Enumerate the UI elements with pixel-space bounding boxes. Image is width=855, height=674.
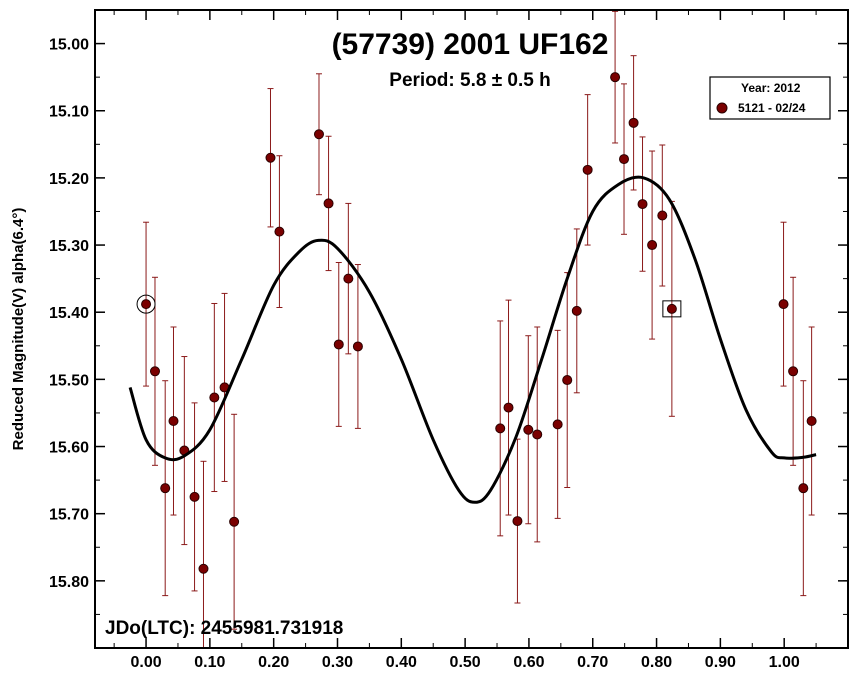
data-point: [149, 366, 160, 377]
x-tick-label: 0.80: [641, 654, 672, 671]
data-point: [523, 424, 534, 435]
data-point: [532, 429, 543, 440]
y-tick-label: 15.80: [49, 574, 89, 591]
last-point-marker: [662, 300, 682, 318]
y-tick-label: 15.10: [49, 104, 89, 121]
data-point: [571, 305, 582, 316]
data-point: [778, 299, 789, 310]
data-point: [657, 210, 668, 221]
data-point: [160, 483, 171, 494]
data-point: [637, 199, 648, 210]
data-point: [229, 516, 240, 527]
y-axis-label: Reduced Magnitude(V) alpha(6.4°): [10, 208, 27, 451]
data-point: [503, 402, 514, 413]
y-tick-label: 15.50: [49, 372, 89, 389]
x-tick-label: 0.00: [130, 654, 161, 671]
legend-entry: 5121 - 02/24: [738, 101, 806, 115]
y-tick-label: 15.20: [49, 171, 89, 188]
x-tick-label: 0.60: [513, 654, 544, 671]
data-point: [313, 129, 324, 140]
data-point: [352, 341, 363, 352]
chart-subtitle: Period: 5.8 ± 0.5 h: [389, 70, 550, 91]
legend-box: [709, 76, 831, 120]
x-tick-label: 0.50: [450, 654, 481, 671]
data-point: [582, 164, 593, 175]
x-tick-label: 0.70: [577, 654, 608, 671]
data-point: [141, 299, 152, 310]
data-point: [333, 339, 344, 350]
legend-title: Year: 2012: [741, 81, 801, 95]
data-point: [323, 198, 334, 209]
x-tick-label: 0.90: [705, 654, 736, 671]
data-point: [788, 366, 799, 377]
y-tick-label: 15.00: [49, 37, 89, 54]
data-point: [628, 117, 639, 128]
x-tick-label: 0.10: [194, 654, 225, 671]
data-point: [798, 483, 809, 494]
data-point: [495, 423, 506, 434]
fit-curve-layer: [128, 175, 817, 504]
data-point: [209, 392, 220, 403]
data-point: [512, 516, 523, 527]
x-tick-label: 0.30: [322, 654, 353, 671]
data-layer: [136, 10, 817, 647]
data-point: [189, 491, 200, 502]
y-tick-label: 15.40: [49, 305, 89, 322]
y-tick-label: 15.30: [49, 238, 89, 255]
y-tick-label: 15.60: [49, 440, 89, 457]
data-point: [343, 273, 354, 284]
data-point: [198, 563, 209, 574]
x-tick-label: 0.40: [386, 654, 417, 671]
data-point: [647, 240, 658, 251]
legend-marker-icon: [716, 102, 728, 114]
data-point: [265, 152, 276, 163]
data-point: [666, 303, 677, 314]
data-point: [168, 416, 179, 427]
jd-label: JDo(LTC): 2455981.731918: [105, 618, 343, 639]
data-point: [619, 154, 630, 165]
data-point: [562, 375, 573, 386]
data-point: [274, 226, 285, 237]
fit-curve: [128, 175, 817, 504]
data-point: [806, 416, 817, 427]
chart-title: (57739) 2001 UF162: [332, 28, 609, 61]
data-point: [610, 72, 621, 83]
y-tick-label: 15.70: [49, 507, 89, 524]
x-tick-label: 1.00: [769, 654, 800, 671]
x-tick-label: 0.20: [258, 654, 289, 671]
data-point: [552, 419, 563, 430]
axis-ticks: 0.00 0.10 0.20 0.30 0.40 0.50 0.60 0.70 0.80 0.90…: [49, 9, 848, 671]
first-point-marker: [136, 294, 156, 314]
legend: Year: 2012 5121 - 02/24: [709, 76, 831, 120]
plot-frame: [94, 9, 849, 649]
